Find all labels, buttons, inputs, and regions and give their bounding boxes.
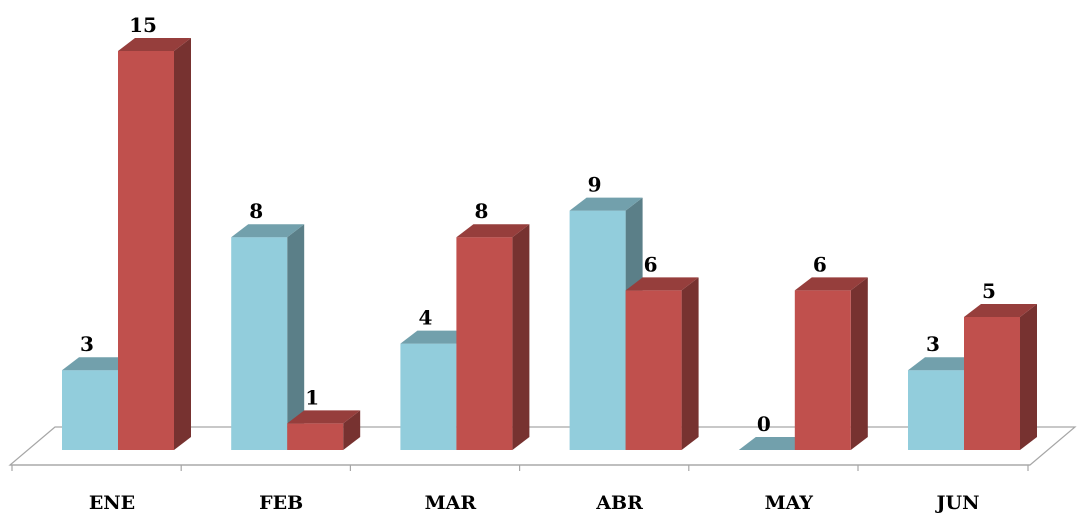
bar-top (738, 437, 812, 450)
bar-side (512, 224, 530, 450)
bar-top (400, 330, 474, 344)
x-tick-label: FEB (259, 492, 303, 513)
data-label: 6 (813, 252, 827, 276)
data-label: 8 (474, 199, 488, 223)
bars (62, 38, 1037, 450)
x-tick-label: ABR (595, 492, 643, 513)
bar-front (231, 237, 288, 450)
bar-front (62, 370, 118, 450)
bar-top (287, 410, 361, 424)
bar-side (287, 224, 305, 450)
bar-front (794, 290, 851, 450)
bar-front (908, 370, 964, 450)
bar-front (569, 210, 626, 450)
x-tick-label: ENE (89, 492, 135, 513)
data-label: 5 (982, 279, 996, 303)
bar-ene-s2 (118, 38, 191, 450)
bar-front (287, 423, 344, 450)
data-label: 0 (757, 412, 771, 436)
bar-front (118, 51, 174, 450)
bar-top (794, 277, 868, 291)
bar-abr-s2 (625, 277, 699, 450)
bar-top (231, 224, 305, 238)
data-label: 3 (80, 332, 94, 356)
bar-side (850, 277, 868, 450)
bar-feb-s2 (287, 410, 361, 450)
data-label: 3 (926, 332, 940, 356)
data-labels: 3 15 8 1 4 8 9 6 0 6 3 5 (80, 13, 996, 436)
bar-side (681, 277, 699, 450)
data-label: 6 (644, 252, 658, 276)
x-axis-ticks (11, 465, 1029, 471)
bar-may-s1 (738, 437, 812, 450)
bar-front (625, 290, 682, 450)
bar-top (625, 277, 699, 291)
bar-front (456, 237, 513, 450)
data-label: 1 (305, 385, 319, 409)
bar-top (456, 224, 530, 238)
x-axis-labels: ENE FEB MAR ABR MAY JUN (89, 492, 980, 513)
data-label: 8 (249, 199, 263, 223)
bar-front (400, 343, 457, 450)
bar-top (569, 197, 643, 211)
bar-side (174, 38, 191, 450)
bar-may-s2 (794, 277, 868, 450)
bar-mar-s2 (456, 224, 530, 450)
bar-top (908, 357, 981, 371)
data-label: 15 (129, 13, 157, 37)
bar-side (1020, 304, 1037, 450)
x-tick-label: JUN (935, 492, 980, 513)
bar-top (62, 357, 135, 371)
data-label: 9 (588, 173, 602, 197)
data-label: 4 (418, 306, 432, 330)
bar-feb-s1 (231, 224, 305, 450)
bar-side (343, 410, 361, 450)
x-tick-label: MAY (765, 492, 814, 513)
bar-top (118, 38, 191, 51)
bar-front (964, 317, 1020, 450)
bar-jun-s2 (964, 304, 1037, 450)
bar-top (964, 304, 1037, 317)
x-tick-label: MAR (425, 492, 477, 513)
